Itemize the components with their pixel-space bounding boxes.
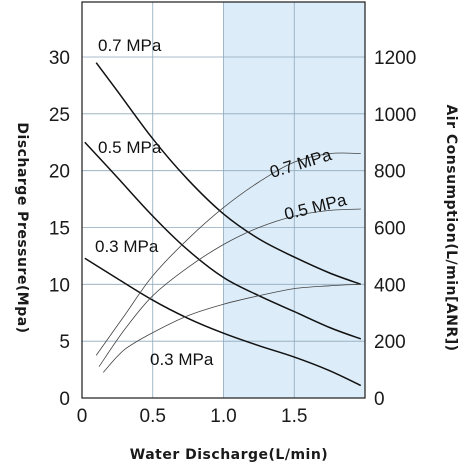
x-tick-label: 0 [77, 406, 88, 427]
y-right-tick-label: 0 [374, 389, 385, 410]
x-axis-title: Water Discharge(L/min) [130, 447, 328, 463]
y-right-tick-label: 800 [374, 162, 406, 183]
pressure-series-label: 0.3 MPa [95, 237, 159, 256]
pressure-curve-07 [95, 62, 362, 286]
y-right-tick-label: 600 [374, 219, 406, 240]
y-right-tick-label: 1200 [374, 48, 416, 69]
y-right-tick-label: 400 [374, 275, 406, 296]
y-left-tick-label: 30 [49, 48, 70, 69]
x-tick-label: 1.5 [281, 406, 307, 427]
tick-layer: 0 0.5 1.0 1.5 0 5 10 15 20 25 30 0 200 400 600 800 1000 1… [49, 48, 416, 427]
air-curve-03 [102, 283, 361, 373]
pressure-curve-03 [84, 257, 362, 387]
frame-layer [81, 1, 366, 399]
air-series-label: 0.3 MPa [150, 350, 214, 369]
y-left-tick-label: 25 [49, 105, 70, 126]
air-curve-07 [95, 152, 361, 356]
air-curve-05 [98, 208, 361, 367]
x-tick-label: 1.0 [210, 406, 236, 427]
x-tick-label: 0.5 [140, 406, 166, 427]
y-left-tick-label: 15 [49, 219, 70, 240]
pressure-curve-05 [84, 141, 362, 340]
y-axis-left-title: Discharge Pressure(Mpa) [14, 122, 30, 333]
pressure-series-label: 0.7 MPa [98, 36, 162, 55]
y-left-tick-label: 10 [49, 275, 70, 296]
grid-layer [82, 2, 365, 398]
y-right-tick-label: 200 [374, 332, 406, 353]
y-right-tick-label: 1000 [374, 105, 416, 126]
pressure-series-label: 0.5 MPa [98, 138, 162, 157]
y-left-tick-label: 0 [59, 389, 70, 410]
y-left-tick-label: 5 [59, 332, 70, 353]
y-left-tick-label: 20 [49, 162, 70, 183]
series-layer [84, 62, 362, 387]
y-axis-right-title: Air Consumption(L/min[ANR]) [443, 104, 459, 351]
plot-frame [81, 1, 366, 399]
